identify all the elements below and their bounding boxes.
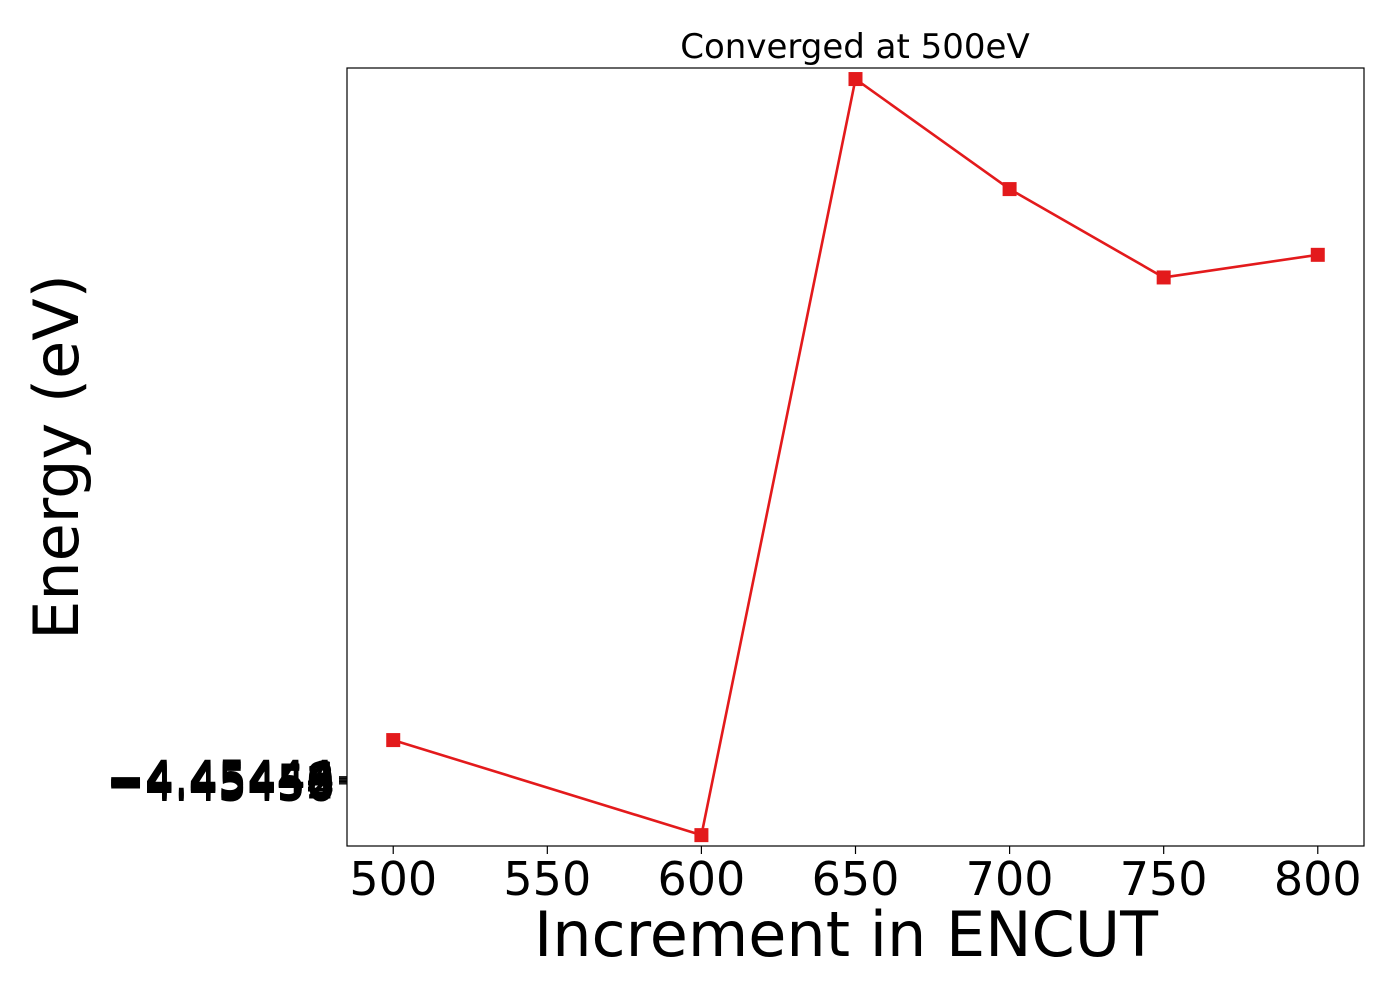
- x-tick-label: 650: [812, 852, 900, 906]
- x-tick-label: 550: [503, 852, 591, 906]
- data-point-marker: [848, 72, 863, 87]
- chart-title: Converged at 500eV: [680, 27, 1029, 67]
- x-tick-label: 700: [966, 852, 1054, 906]
- y-tick-label: −4.45448: [106, 753, 335, 807]
- data-point-marker: [1310, 247, 1325, 262]
- series-line: [392, 77, 1318, 837]
- y-tick-label: −4.45444: [106, 751, 335, 805]
- series-layer: [386, 72, 1325, 843]
- x-tick-label: 800: [1274, 852, 1362, 906]
- y-axis: −4.45444−4.45446−4.45448−4.45450−4.45452…: [106, 751, 347, 812]
- x-tick-label: 750: [1120, 852, 1208, 906]
- x-axis-label: Increment in ENCUT: [534, 898, 1159, 971]
- y-axis-label: Energy (eV): [20, 274, 93, 640]
- data-point-marker: [386, 733, 401, 748]
- y-tick-label: −4.45456: [106, 758, 335, 812]
- y-tick-label: −4.45452: [106, 756, 335, 810]
- y-tick-label: −4.45446: [106, 752, 335, 806]
- data-point-marker: [694, 828, 709, 843]
- x-tick-label: 600: [658, 852, 746, 906]
- x-axis: 500 550 600 650 700 750 800: [349, 846, 1362, 906]
- data-point-marker: [1002, 182, 1017, 197]
- y-tick-label: −4.45450: [106, 754, 335, 808]
- x-tick-label: 500: [349, 852, 437, 906]
- data-point-marker: [1156, 270, 1171, 285]
- y-tick-label: −4.45454: [106, 757, 335, 811]
